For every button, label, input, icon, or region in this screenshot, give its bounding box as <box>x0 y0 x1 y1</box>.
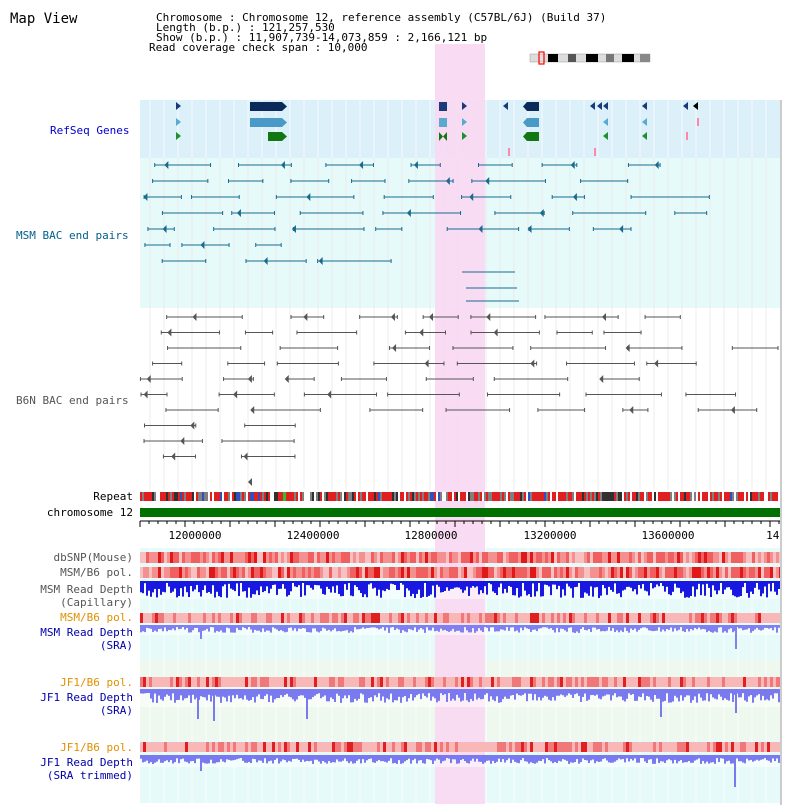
position-axis: 12000000 12400000 12800000 13200000 13600000… <box>139 520 800 542</box>
jf1-depth-sra-track[interactable] <box>140 689 780 721</box>
dbsnp-track[interactable] <box>140 552 782 563</box>
track-label-msm-depth-cap-sub: (Capillary) <box>60 596 133 609</box>
track-label-msm-b6-pol-2: MSM/B6 pol. <box>60 611 133 624</box>
repeat-track[interactable] <box>140 492 780 501</box>
track-label-b6n-bac: B6N BAC end pairs <box>16 394 129 407</box>
info-span: Read coverage check span : 10,000 <box>149 41 368 54</box>
axis-tick-label: 13200000 <box>524 529 577 542</box>
track-label-msm-bac: MSM BAC end pairs <box>16 229 129 242</box>
msm-b6-pol-track-2[interactable] <box>140 613 782 623</box>
track-label-msm-b6-pol-1: MSM/B6 pol. <box>60 566 133 579</box>
chromosome-bar[interactable] <box>140 508 780 517</box>
jf1-b6-pol-track-2[interactable] <box>140 742 782 752</box>
track-label-jf1-depth-trim-sub: (SRA trimmed) <box>47 769 133 782</box>
track-label-jf1-depth-sra-sub: (SRA) <box>100 704 133 717</box>
axis-tick-label: 12000000 <box>169 529 222 542</box>
track-label-msm-depth-cap: MSM Read Depth <box>40 583 133 596</box>
axis-tick-label: 13600000 <box>642 529 695 542</box>
ideogram-position-marker <box>538 51 545 65</box>
page-title: Map View <box>10 11 78 27</box>
refseq-genes[interactable] <box>176 102 699 156</box>
info-show: Show (b.p.) : 11,907,739-14,073,859 : 2,… <box>156 31 487 44</box>
msm-bac-pairs[interactable] <box>143 161 710 302</box>
jf1-depth-trimmed-track[interactable] <box>140 755 780 787</box>
axis-tick-label: 12800000 <box>405 529 458 542</box>
track-label-jf1-depth-sra: JF1 Read Depth <box>40 691 133 704</box>
track-label-msm-depth-sra: MSM Read Depth <box>40 626 133 639</box>
info-chromosome: Chromosome : Chromosome 12, reference as… <box>156 11 606 24</box>
track-label-refseq: RefSeq Genes <box>50 124 129 137</box>
track-label-chromosome: chromosome 12 <box>47 506 133 519</box>
axis-tick-label: 12400000 <box>287 529 340 542</box>
msm-b6-pol-track-1[interactable] <box>140 567 782 578</box>
right-margin <box>780 0 800 805</box>
track-label-repeat: Repeat <box>93 490 133 503</box>
track-label-jf1-b6-pol-1: JF1/B6 pol. <box>60 676 133 689</box>
track-label-jf1-depth-trim: JF1 Read Depth <box>40 756 133 769</box>
info-length: Length (b.p.) : 121,257,530 <box>156 21 335 34</box>
track-label-dbsnp: dbSNP(Mouse) <box>54 551 133 564</box>
msm-depth-capillary-track[interactable] <box>140 581 780 599</box>
track-label-jf1-b6-pol-2: JF1/B6 pol. <box>60 741 133 754</box>
msm-depth-sra-track[interactable] <box>140 625 780 649</box>
track-label-msm-depth-sra-sub: (SRA) <box>100 639 133 652</box>
b6n-bac-pairs[interactable] <box>139 313 779 486</box>
jf1-b6-pol-track-1[interactable] <box>140 677 782 687</box>
chromosome-ideogram[interactable] <box>529 51 651 65</box>
